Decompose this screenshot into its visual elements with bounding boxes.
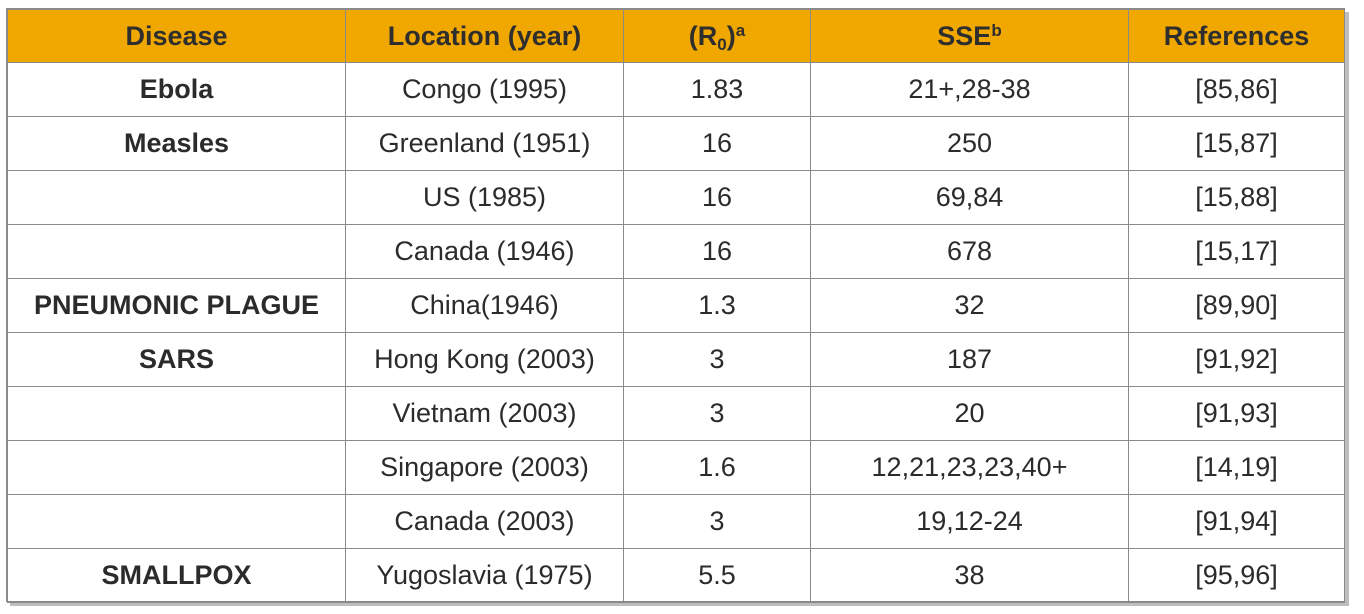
table-row: Canada (1946) 16 678 [15,17]: [7, 224, 1345, 279]
sse-cell: 187: [810, 332, 1129, 387]
table-row: Singapore (2003) 1.6 12,21,23,23,40+ [14…: [7, 440, 1345, 495]
location-cell: Canada (1946): [345, 224, 624, 279]
location-cell: Vietnam (2003): [345, 386, 624, 441]
r0-cell: 1.6: [623, 440, 811, 495]
superspreading-table-container: Disease Location (year) (R0)a SSEb Refer…: [6, 8, 1345, 603]
table-row: SARS Hong Kong (2003) 3 187 [91,92]: [7, 332, 1345, 387]
disease-cell: [7, 440, 346, 495]
table-row: US (1985) 16 69,84 [15,88]: [7, 170, 1345, 225]
sse-cell: 69,84: [810, 170, 1129, 225]
references-cell: [91,93]: [1128, 386, 1345, 441]
sse-cell: 21+,28-38: [810, 62, 1129, 117]
sse-cell: 19,12-24: [810, 494, 1129, 549]
sse-cell: 32: [810, 278, 1129, 333]
disease-cell: [7, 386, 346, 441]
sse-cell: 678: [810, 224, 1129, 279]
location-cell: US (1985): [345, 170, 624, 225]
disease-cell: [7, 494, 346, 549]
table-row: PNEUMONIC PLAGUE China(1946) 1.3 32 [89,…: [7, 278, 1345, 333]
references-cell: [89,90]: [1128, 278, 1345, 333]
disease-cell: Measles: [7, 116, 346, 171]
r0-cell: 16: [623, 224, 811, 279]
header-r0-footnote: a: [735, 20, 746, 40]
sse-cell: 38: [810, 548, 1129, 603]
header-references: References: [1128, 9, 1345, 63]
disease-cell: SMALLPOX: [7, 548, 346, 603]
location-cell: Congo (1995): [345, 62, 624, 117]
disease-cell: SARS: [7, 332, 346, 387]
table-row: Measles Greenland (1951) 16 250 [15,87]: [7, 116, 1345, 171]
location-cell: Yugoslavia (1975): [345, 548, 624, 603]
references-cell: [14,19]: [1128, 440, 1345, 495]
sse-cell: 12,21,23,23,40+: [810, 440, 1129, 495]
header-sse: SSEb: [810, 9, 1129, 63]
header-sse-label: SSE: [937, 20, 992, 51]
header-r0-subscript: 0: [717, 34, 727, 54]
table-row: SMALLPOX Yugoslavia (1975) 5.5 38 [95,96…: [7, 548, 1345, 603]
header-sse-footnote: b: [991, 20, 1002, 40]
superspreading-table: Disease Location (year) (R0)a SSEb Refer…: [7, 9, 1345, 603]
header-r0-close: ): [726, 20, 736, 51]
header-location: Location (year): [345, 9, 624, 63]
references-cell: [91,94]: [1128, 494, 1345, 549]
r0-cell: 1.83: [623, 62, 811, 117]
r0-cell: 3: [623, 386, 811, 441]
location-cell: Greenland (1951): [345, 116, 624, 171]
table-row: Ebola Congo (1995) 1.83 21+,28-38 [85,86…: [7, 62, 1345, 117]
references-cell: [91,92]: [1128, 332, 1345, 387]
header-row: Disease Location (year) (R0)a SSEb Refer…: [7, 9, 1345, 63]
disease-cell: Ebola: [7, 62, 346, 117]
r0-cell: 1.3: [623, 278, 811, 333]
r0-cell: 16: [623, 116, 811, 171]
sse-cell: 20: [810, 386, 1129, 441]
disease-cell: PNEUMONIC PLAGUE: [7, 278, 346, 333]
header-r0: (R0)a: [623, 9, 811, 63]
header-r0-open: (R: [688, 20, 718, 51]
r0-cell: 3: [623, 332, 811, 387]
r0-cell: 5.5: [623, 548, 811, 603]
r0-cell: 3: [623, 494, 811, 549]
location-cell: China(1946): [345, 278, 624, 333]
references-cell: [15,17]: [1128, 224, 1345, 279]
references-cell: [85,86]: [1128, 62, 1345, 117]
references-cell: [95,96]: [1128, 548, 1345, 603]
header-disease: Disease: [7, 9, 346, 63]
location-cell: Hong Kong (2003): [345, 332, 624, 387]
location-cell: Canada (2003): [345, 494, 624, 549]
disease-cell: [7, 170, 346, 225]
table-row: Vietnam (2003) 3 20 [91,93]: [7, 386, 1345, 441]
location-cell: Singapore (2003): [345, 440, 624, 495]
disease-cell: [7, 224, 346, 279]
r0-cell: 16: [623, 170, 811, 225]
table-row: Canada (2003) 3 19,12-24 [91,94]: [7, 494, 1345, 549]
references-cell: [15,88]: [1128, 170, 1345, 225]
references-cell: [15,87]: [1128, 116, 1345, 171]
sse-cell: 250: [810, 116, 1129, 171]
